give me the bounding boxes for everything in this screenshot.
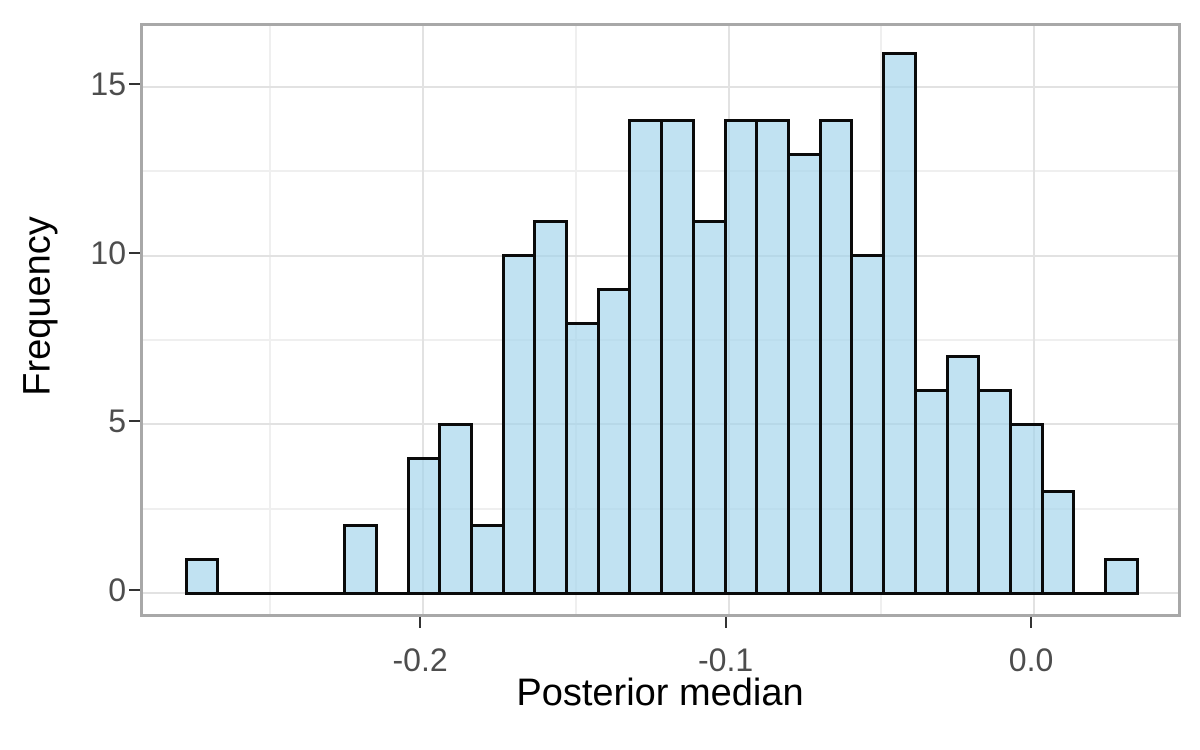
- histogram-bar: [660, 119, 695, 595]
- histogram-bar: [596, 287, 632, 595]
- histogram-bar: [913, 389, 949, 595]
- histogram-bar: [850, 254, 886, 595]
- histogram-bar: [755, 119, 790, 595]
- y-tick-label: 0: [108, 572, 126, 608]
- histogram-bar: [691, 220, 727, 595]
- histogram-bar: [533, 220, 569, 595]
- histogram-bar: [406, 456, 442, 595]
- y-tick-mark: [129, 589, 140, 591]
- histogram-bar: [1008, 422, 1044, 595]
- y-tick-mark: [129, 83, 140, 86]
- plot-panel: [140, 23, 1181, 617]
- histogram-bar: [882, 51, 917, 595]
- y-major-gridline: [143, 86, 1178, 89]
- x-major-gridline: [1033, 26, 1036, 614]
- histogram-bar: [469, 524, 505, 595]
- y-tick-label: 5: [108, 403, 126, 440]
- x-tick-mark: [724, 617, 727, 628]
- x-tick-label: 0.0: [1008, 642, 1054, 678]
- x-axis-title: Posterior median: [516, 672, 804, 714]
- x-tick-mark: [1030, 617, 1033, 628]
- x-minor-gridline: [269, 26, 272, 614]
- histogram-bar: [786, 153, 822, 595]
- histogram-bar: [343, 524, 378, 595]
- histogram-bar: [184, 557, 220, 595]
- y-tick-mark: [129, 251, 140, 254]
- x-tick-mark: [419, 617, 422, 628]
- histogram-bar: [501, 254, 537, 595]
- histogram-bar: [723, 119, 759, 595]
- histogram-bar: [628, 119, 664, 595]
- x-tick-label: -0.1: [697, 642, 754, 678]
- histogram-bar: [1104, 557, 1139, 595]
- x-tick-label: -0.2: [392, 642, 448, 678]
- histogram-bar: [1040, 490, 1076, 595]
- histogram-bar: [945, 355, 981, 595]
- x-minor-gridline: [574, 26, 577, 614]
- y-tick-label: 10: [90, 234, 126, 271]
- histogram-bar: [818, 119, 854, 595]
- histogram-bar: [977, 389, 1012, 595]
- histogram-bar: [565, 321, 600, 595]
- x-major-gridline: [422, 26, 425, 614]
- y-tick-mark: [129, 420, 140, 423]
- y-tick-label: 15: [90, 66, 126, 103]
- histogram-bar: [438, 422, 473, 595]
